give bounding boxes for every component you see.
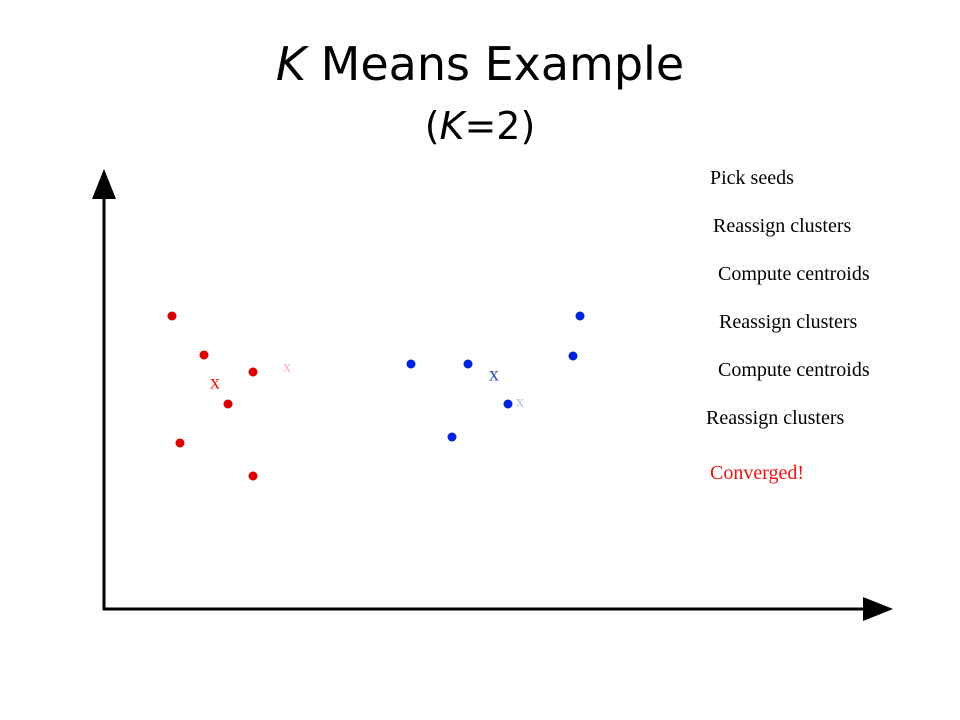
step-pick-seeds: Pick seeds (710, 167, 794, 189)
blue-point (447, 432, 457, 442)
blue-point (406, 359, 416, 369)
subtitle-rest: =2) (464, 104, 536, 148)
step-reassign-clusters-2: Reassign clusters (719, 311, 858, 333)
blue-faded-centroid-marker: x (516, 394, 524, 411)
red-point (199, 350, 209, 360)
red-centroid-marker: x (210, 372, 220, 394)
step-compute-centroids-1: Compute centroids (718, 263, 870, 285)
subtitle-open: ( (424, 104, 440, 148)
red-point (167, 311, 177, 321)
step-converged: Converged! (710, 462, 805, 484)
step-reassign-clusters-1: Reassign clusters (713, 215, 852, 237)
blue-point (568, 351, 578, 361)
blue-point (503, 399, 513, 409)
step-compute-centroids-2: Compute centroids (718, 359, 870, 381)
blue-point (575, 311, 585, 321)
title-k: K (275, 37, 307, 91)
blue-point (463, 359, 473, 369)
subtitle-k: K (439, 104, 465, 148)
step-reassign-clusters-3: Reassign clusters (706, 407, 845, 429)
title-rest: Means Example (306, 37, 685, 91)
red-point (248, 367, 258, 377)
slide-subtitle: (K=2) (0, 102, 960, 150)
blue-centroid-marker: x (489, 364, 499, 386)
red-point (175, 438, 185, 448)
red-faded-centroid-marker: x (283, 359, 291, 376)
slide-title: K Means Example (0, 36, 960, 92)
red-point (248, 471, 258, 481)
red-point (223, 399, 233, 409)
